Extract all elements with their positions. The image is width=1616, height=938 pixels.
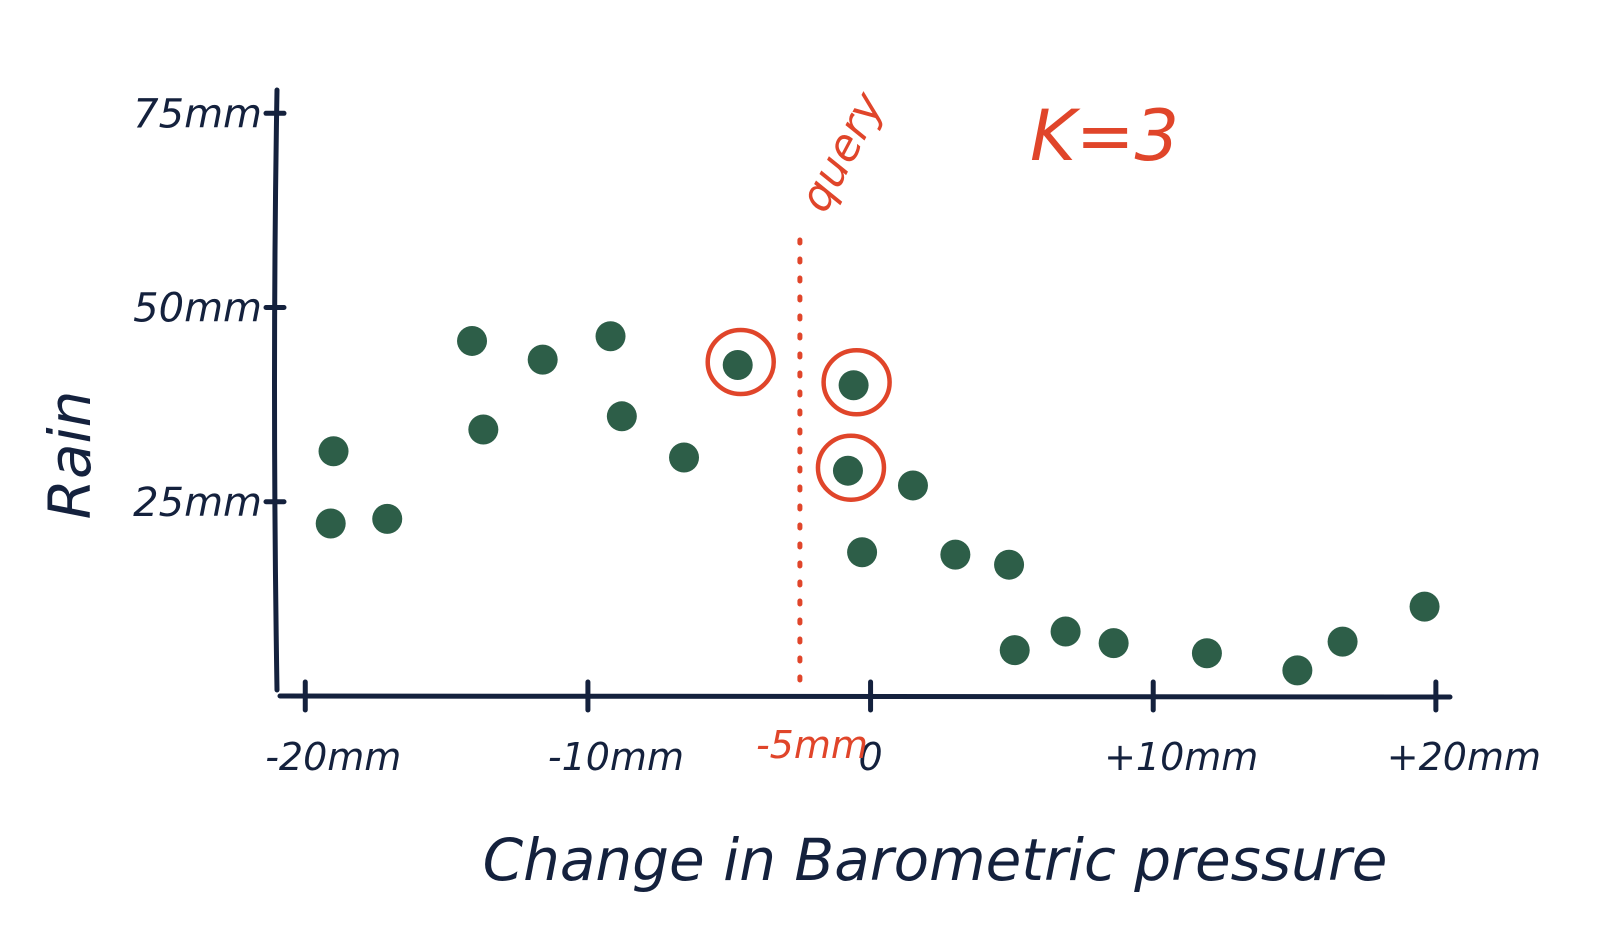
data-point	[940, 539, 971, 570]
data-point	[372, 503, 403, 534]
query-x-tick-label: -5mm	[756, 723, 868, 767]
data-point	[468, 414, 499, 445]
x-tick-label: +10mm	[1104, 735, 1258, 779]
neighbor-circles-group	[705, 327, 892, 502]
x-tick-label: +20mm	[1387, 735, 1541, 779]
y-tick-label: 25mm	[133, 480, 262, 526]
data-point	[315, 508, 346, 539]
neighbor-circle	[815, 433, 887, 502]
y-axis-line	[272, 87, 280, 693]
k-label: K=3	[1030, 95, 1179, 177]
points-group	[315, 321, 1440, 686]
data-point	[999, 635, 1030, 666]
y-axis-title: Rain	[36, 391, 104, 520]
data-point	[595, 321, 626, 352]
ticks-group: -20mm -10mm 0 +10mm +20mm 25mm 50mm 75mm	[133, 91, 1541, 779]
data-point	[1327, 626, 1358, 657]
data-point	[457, 325, 488, 356]
data-point	[669, 442, 700, 473]
y-tick-label: 75mm	[133, 91, 262, 137]
x-tick-label: 0	[858, 735, 882, 779]
data-point	[1191, 638, 1222, 669]
data-point	[994, 549, 1025, 580]
data-point	[847, 537, 878, 568]
query-label: query	[790, 83, 895, 220]
x-axis-line	[277, 692, 1453, 700]
data-point	[1282, 655, 1313, 686]
data-point	[832, 455, 863, 486]
data-point	[1409, 591, 1440, 622]
neighbor-circle	[821, 347, 892, 417]
data-point	[1098, 628, 1129, 659]
data-point	[606, 401, 637, 432]
data-point	[1050, 616, 1081, 647]
data-point	[318, 436, 349, 467]
data-point	[722, 350, 753, 381]
data-point	[527, 344, 558, 375]
x-axis-title: Change in Barometric pressure	[483, 826, 1388, 894]
x-tick-label: -10mm	[548, 735, 684, 779]
x-tick-label: -20mm	[265, 735, 401, 779]
data-point	[897, 470, 928, 501]
data-point	[838, 370, 869, 401]
neighbor-circle	[705, 327, 776, 397]
axes-group	[272, 87, 1453, 700]
y-tick-label: 50mm	[133, 286, 262, 332]
query-group: query -5mm K=3	[756, 83, 1179, 767]
